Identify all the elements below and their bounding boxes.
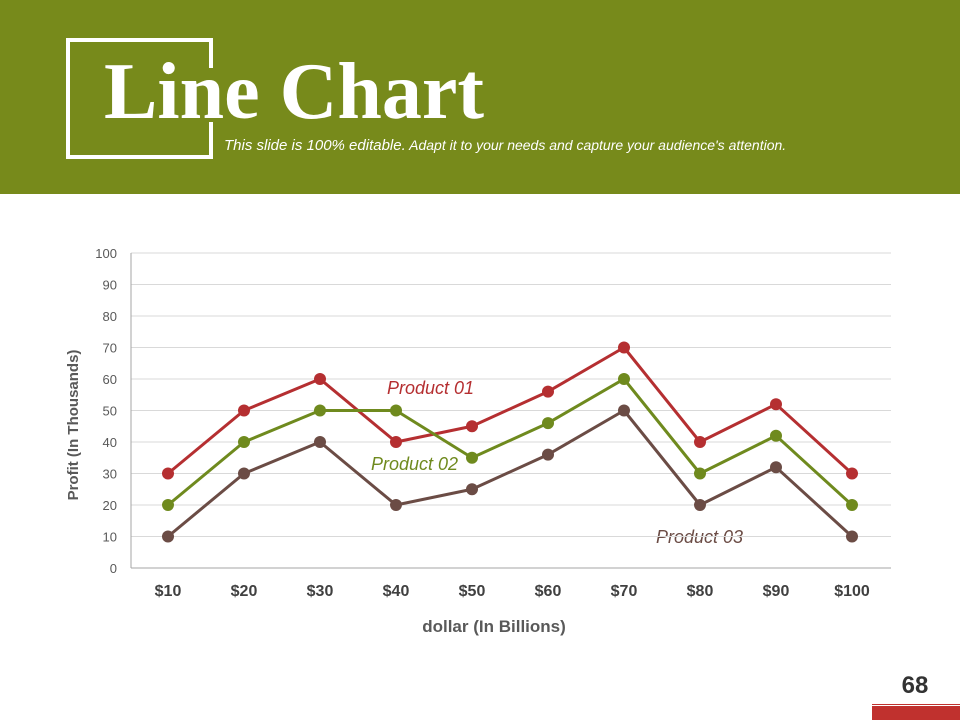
data-point: [162, 467, 174, 480]
x-tick-label: $40: [383, 583, 410, 600]
title-frame: [66, 38, 213, 159]
title-frame-corner-bottom: [209, 122, 213, 155]
series-line-2: [167, 377, 854, 507]
data-point: [238, 436, 250, 448]
y-tick-label: 10: [103, 530, 117, 545]
data-point: [542, 448, 554, 461]
data-point: [314, 436, 326, 448]
data-point: [618, 341, 630, 354]
slide-title: Line Chart: [104, 48, 484, 136]
x-tick-label: $70: [611, 583, 638, 600]
x-tick-label: $100: [834, 583, 870, 600]
y-tick-label: 100: [95, 246, 117, 261]
data-point: [466, 420, 478, 433]
x-tick-label: $90: [763, 583, 790, 600]
y-tick-label: 50: [103, 404, 117, 419]
data-point: [846, 530, 858, 543]
data-point: [542, 385, 554, 398]
data-point: [466, 483, 478, 496]
page-number: 68: [901, 672, 929, 699]
data-point: [390, 499, 402, 511]
data-point: [770, 461, 782, 474]
y-tick-label: 30: [103, 467, 117, 482]
y-tick-label: 40: [103, 435, 117, 450]
corner-accent-line: [872, 704, 960, 705]
corner-accent-bar: [872, 706, 960, 720]
data-point: [238, 467, 250, 480]
series-line-1: [167, 346, 854, 475]
series-line-3: [167, 409, 854, 538]
y-axis-label: Profit (In Thousands): [65, 350, 82, 501]
y-tick-label: 0: [110, 561, 117, 576]
header-banner: [0, 0, 960, 194]
data-point: [314, 373, 326, 385]
data-point: [162, 530, 174, 543]
x-axis-label: dollar (In Billions): [422, 617, 566, 636]
data-point: [694, 467, 706, 480]
data-point: [238, 404, 250, 417]
data-point: [618, 404, 630, 417]
subtitle-strong: This slide is 100% editable.: [224, 137, 406, 154]
x-tick-label: $80: [687, 583, 714, 600]
x-tick-label: $50: [459, 583, 486, 600]
y-tick-label: 80: [103, 309, 117, 324]
x-tick-label: $20: [231, 583, 258, 600]
series-label-product-01: Product 01: [387, 378, 474, 398]
series-label-product-02: Product 02: [371, 454, 458, 474]
data-point: [694, 436, 706, 448]
y-tick-label: 90: [103, 278, 117, 293]
x-tick-label: $30: [307, 583, 334, 600]
data-point: [618, 373, 630, 385]
data-point: [390, 404, 402, 417]
x-tick-label: $60: [535, 583, 562, 600]
data-point: [466, 451, 478, 464]
x-tick-label: $10: [155, 583, 182, 600]
data-point: [846, 467, 858, 480]
data-point: [162, 499, 174, 511]
y-tick-label: 60: [103, 372, 117, 387]
data-point: [770, 398, 782, 411]
data-point: [314, 404, 326, 417]
data-point: [846, 499, 858, 511]
data-point: [770, 429, 782, 442]
data-point: [694, 499, 706, 511]
title-frame-corner-top: [209, 38, 213, 68]
y-tick-label: 20: [103, 498, 117, 513]
slide-subtitle: This slide is 100% editable. Adapt it to…: [224, 137, 786, 154]
y-tick-label: 70: [103, 341, 117, 356]
subtitle-rest: Adapt it to your needs and capture your …: [405, 137, 787, 153]
data-point: [390, 436, 402, 448]
data-point: [542, 417, 554, 430]
plot-area: 0 10 20 30 40 50 60 70 80 90 100 $10 $20 $30 $40 $50 $60…: [95, 246, 891, 600]
